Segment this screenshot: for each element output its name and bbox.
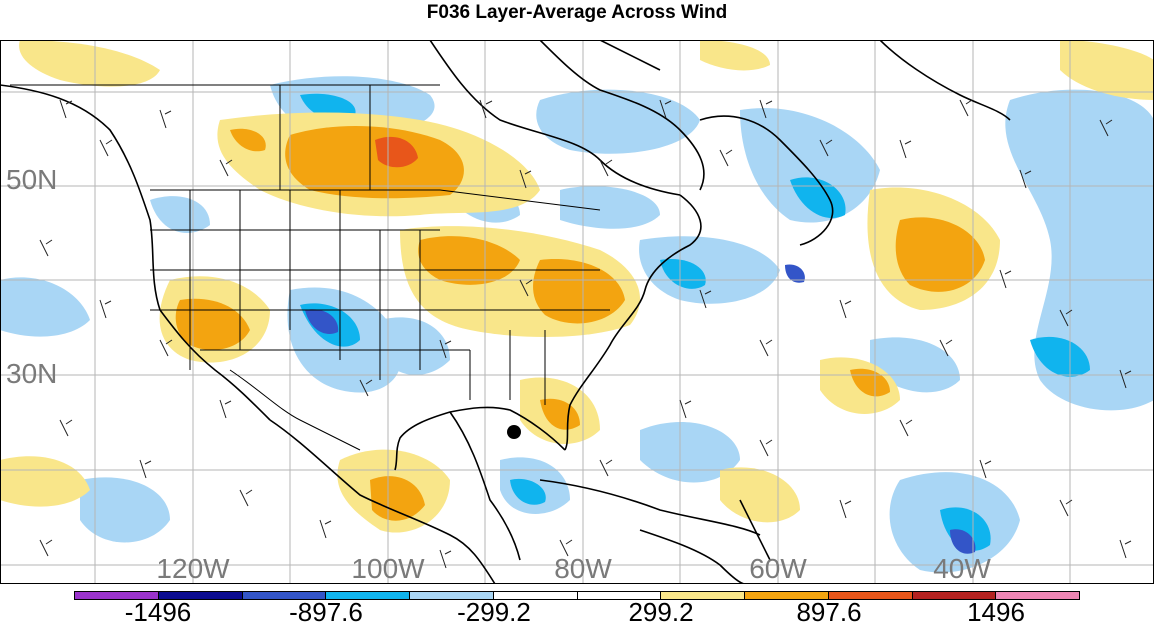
colorbar-segment [409,592,493,599]
political-borders [10,84,610,451]
colorbar-segment [241,592,326,599]
colorbar-label: -299.2 [457,597,531,627]
lon-label-80w: 80W [554,553,612,584]
lon-label-60w: 60W [749,553,807,584]
strong-negative-regions [300,93,1090,551]
lon-label-100w: 100W [351,553,425,584]
very-strong-positive-regions [375,136,418,168]
very-strong-negative-regions [305,264,976,554]
colorbar-segment [75,592,158,599]
colorbar-segment [576,592,661,599]
lon-label-40w: 40W [933,553,991,584]
weather-map: 50N 30N 120W 100W 80W 60W 40W [0,40,1154,584]
colorbar-segment [744,592,828,599]
colorbar-label: 299.2 [628,597,694,627]
colorbar-segment [157,592,242,599]
colorbar-label: -897.6 [289,597,363,627]
strong-positive-regions [175,125,985,521]
colorbar-label: -1496 [124,597,192,627]
lon-label-120w: 120W [156,553,230,584]
lat-label-50n: 50N [6,164,58,195]
coastlines [0,40,1011,584]
wind-barbs [39,99,1132,569]
colorbar-label: 897.6 [796,597,862,627]
colorbar-segment [995,592,1079,599]
colorbar-segment [325,592,409,599]
lat-label-30n: 30N [6,358,58,389]
lat-lon-grid [0,40,1154,584]
map-canvas [0,40,1154,584]
colorbar-segment [660,592,744,599]
storm-center-marker [507,425,521,439]
colorbar-label: 1496 [967,597,1025,627]
colorbar [74,591,1080,600]
colorbar-segment [492,592,577,599]
colorbar-segment [827,592,912,599]
map-title: F036 Layer-Average Across Wind [426,2,728,23]
colorbar-segment [911,592,996,599]
